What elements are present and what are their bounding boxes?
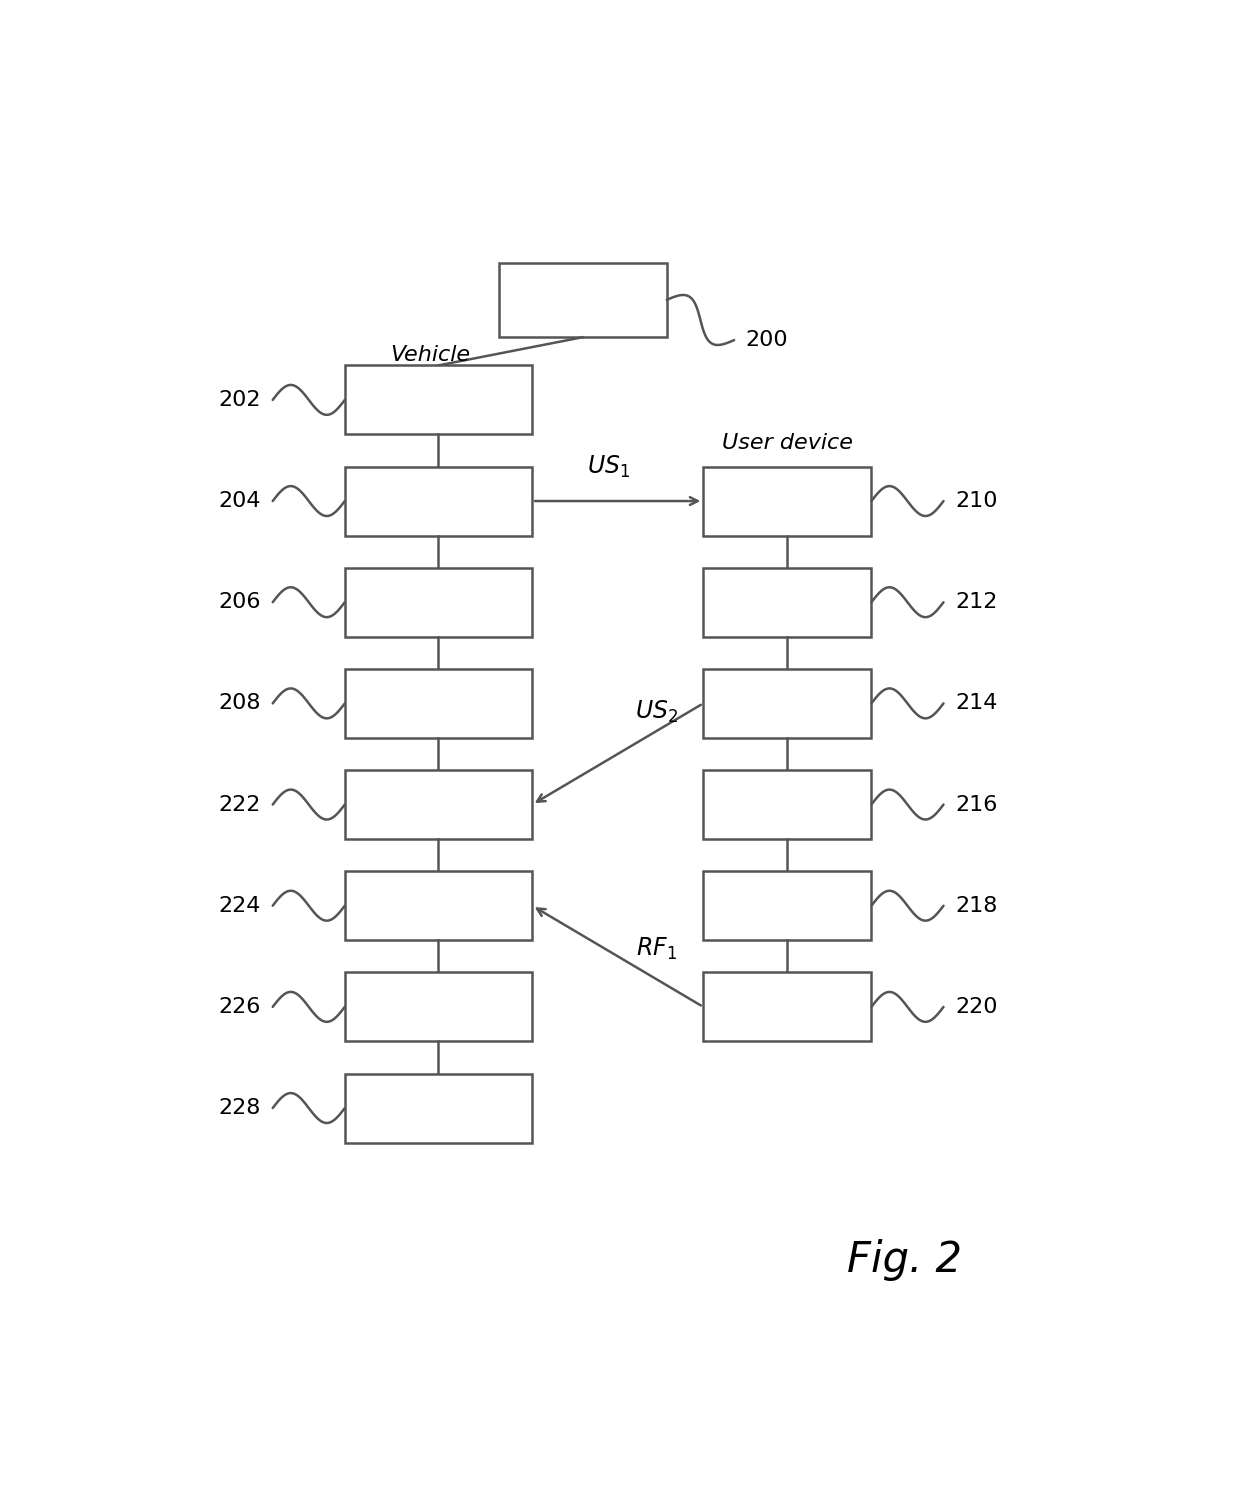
- Bar: [703, 466, 872, 536]
- Text: 210: 210: [955, 491, 997, 511]
- Bar: [345, 770, 532, 839]
- Text: 218: 218: [955, 896, 997, 915]
- Text: 204: 204: [218, 491, 262, 511]
- Bar: [345, 567, 532, 636]
- Bar: [345, 1073, 532, 1142]
- Text: $US_2$: $US_2$: [635, 699, 678, 726]
- Text: 208: 208: [218, 693, 262, 714]
- Text: Vehicle: Vehicle: [391, 345, 470, 366]
- Bar: [703, 872, 872, 941]
- Text: 226: 226: [218, 997, 262, 1017]
- Bar: [703, 770, 872, 839]
- Bar: [345, 972, 532, 1042]
- Text: 224: 224: [218, 896, 262, 915]
- Text: 228: 228: [218, 1097, 262, 1118]
- Text: 200: 200: [745, 330, 789, 349]
- Text: Fig. 2: Fig. 2: [847, 1239, 962, 1281]
- Text: 212: 212: [955, 593, 997, 612]
- Bar: [703, 669, 872, 738]
- Bar: [498, 263, 667, 337]
- Text: 206: 206: [218, 593, 262, 612]
- Text: $RF_1$: $RF_1$: [636, 936, 677, 961]
- Bar: [345, 669, 532, 738]
- Text: 214: 214: [955, 693, 997, 714]
- Bar: [345, 872, 532, 941]
- Bar: [345, 366, 532, 434]
- Text: $US_1$: $US_1$: [587, 454, 630, 481]
- Bar: [345, 466, 532, 536]
- Text: 216: 216: [955, 794, 997, 815]
- Text: 220: 220: [955, 997, 997, 1017]
- Text: 202: 202: [218, 390, 262, 411]
- Bar: [703, 972, 872, 1042]
- Text: User device: User device: [722, 433, 853, 452]
- Text: 222: 222: [218, 794, 262, 815]
- Bar: [703, 567, 872, 636]
